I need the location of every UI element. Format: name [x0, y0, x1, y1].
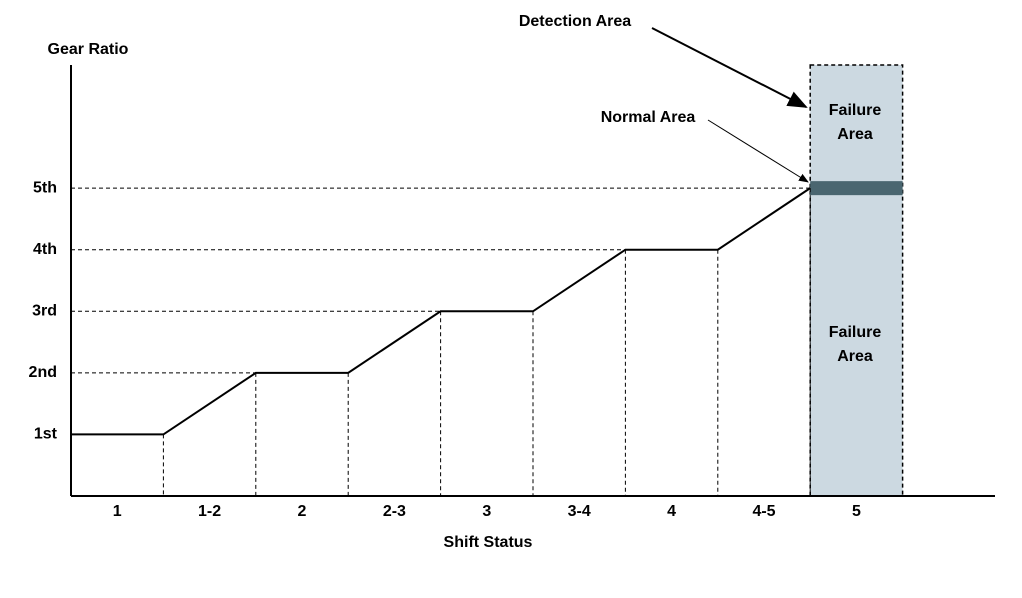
x-tick-label: 4-5 [752, 503, 775, 520]
x-tick-label: 2-3 [383, 503, 406, 520]
detection-arrow [651, 27, 808, 108]
y-tick-label: 1st [34, 426, 58, 443]
failure-label: Failure Area [828, 102, 882, 143]
detection-label: Detection Area [519, 13, 631, 30]
y-tick-label: 3rd [32, 303, 57, 320]
normal-label: Normal Area [601, 109, 696, 126]
y-tick-label: 5th [33, 179, 57, 196]
x-tick-label: 2 [298, 503, 307, 520]
x-tick-label: 5 [852, 503, 861, 520]
normal-area [810, 181, 903, 196]
x-tick-label: 3-4 [568, 503, 591, 520]
failure-label: Failure Area [828, 324, 882, 365]
x-tick-label: 1-2 [198, 503, 221, 520]
y-axis-label: Gear Ratio [48, 41, 129, 58]
x-tick-label: 3 [482, 503, 491, 520]
y-tick-label: 4th [33, 241, 57, 258]
y-tick-label: 2nd [29, 364, 57, 381]
x-tick-label: 1 [113, 503, 122, 520]
x-axis-label: Shift Status [444, 534, 533, 551]
normal-arrow [707, 119, 809, 183]
x-tick-label: 4 [667, 503, 676, 520]
gear-line [71, 187, 811, 436]
